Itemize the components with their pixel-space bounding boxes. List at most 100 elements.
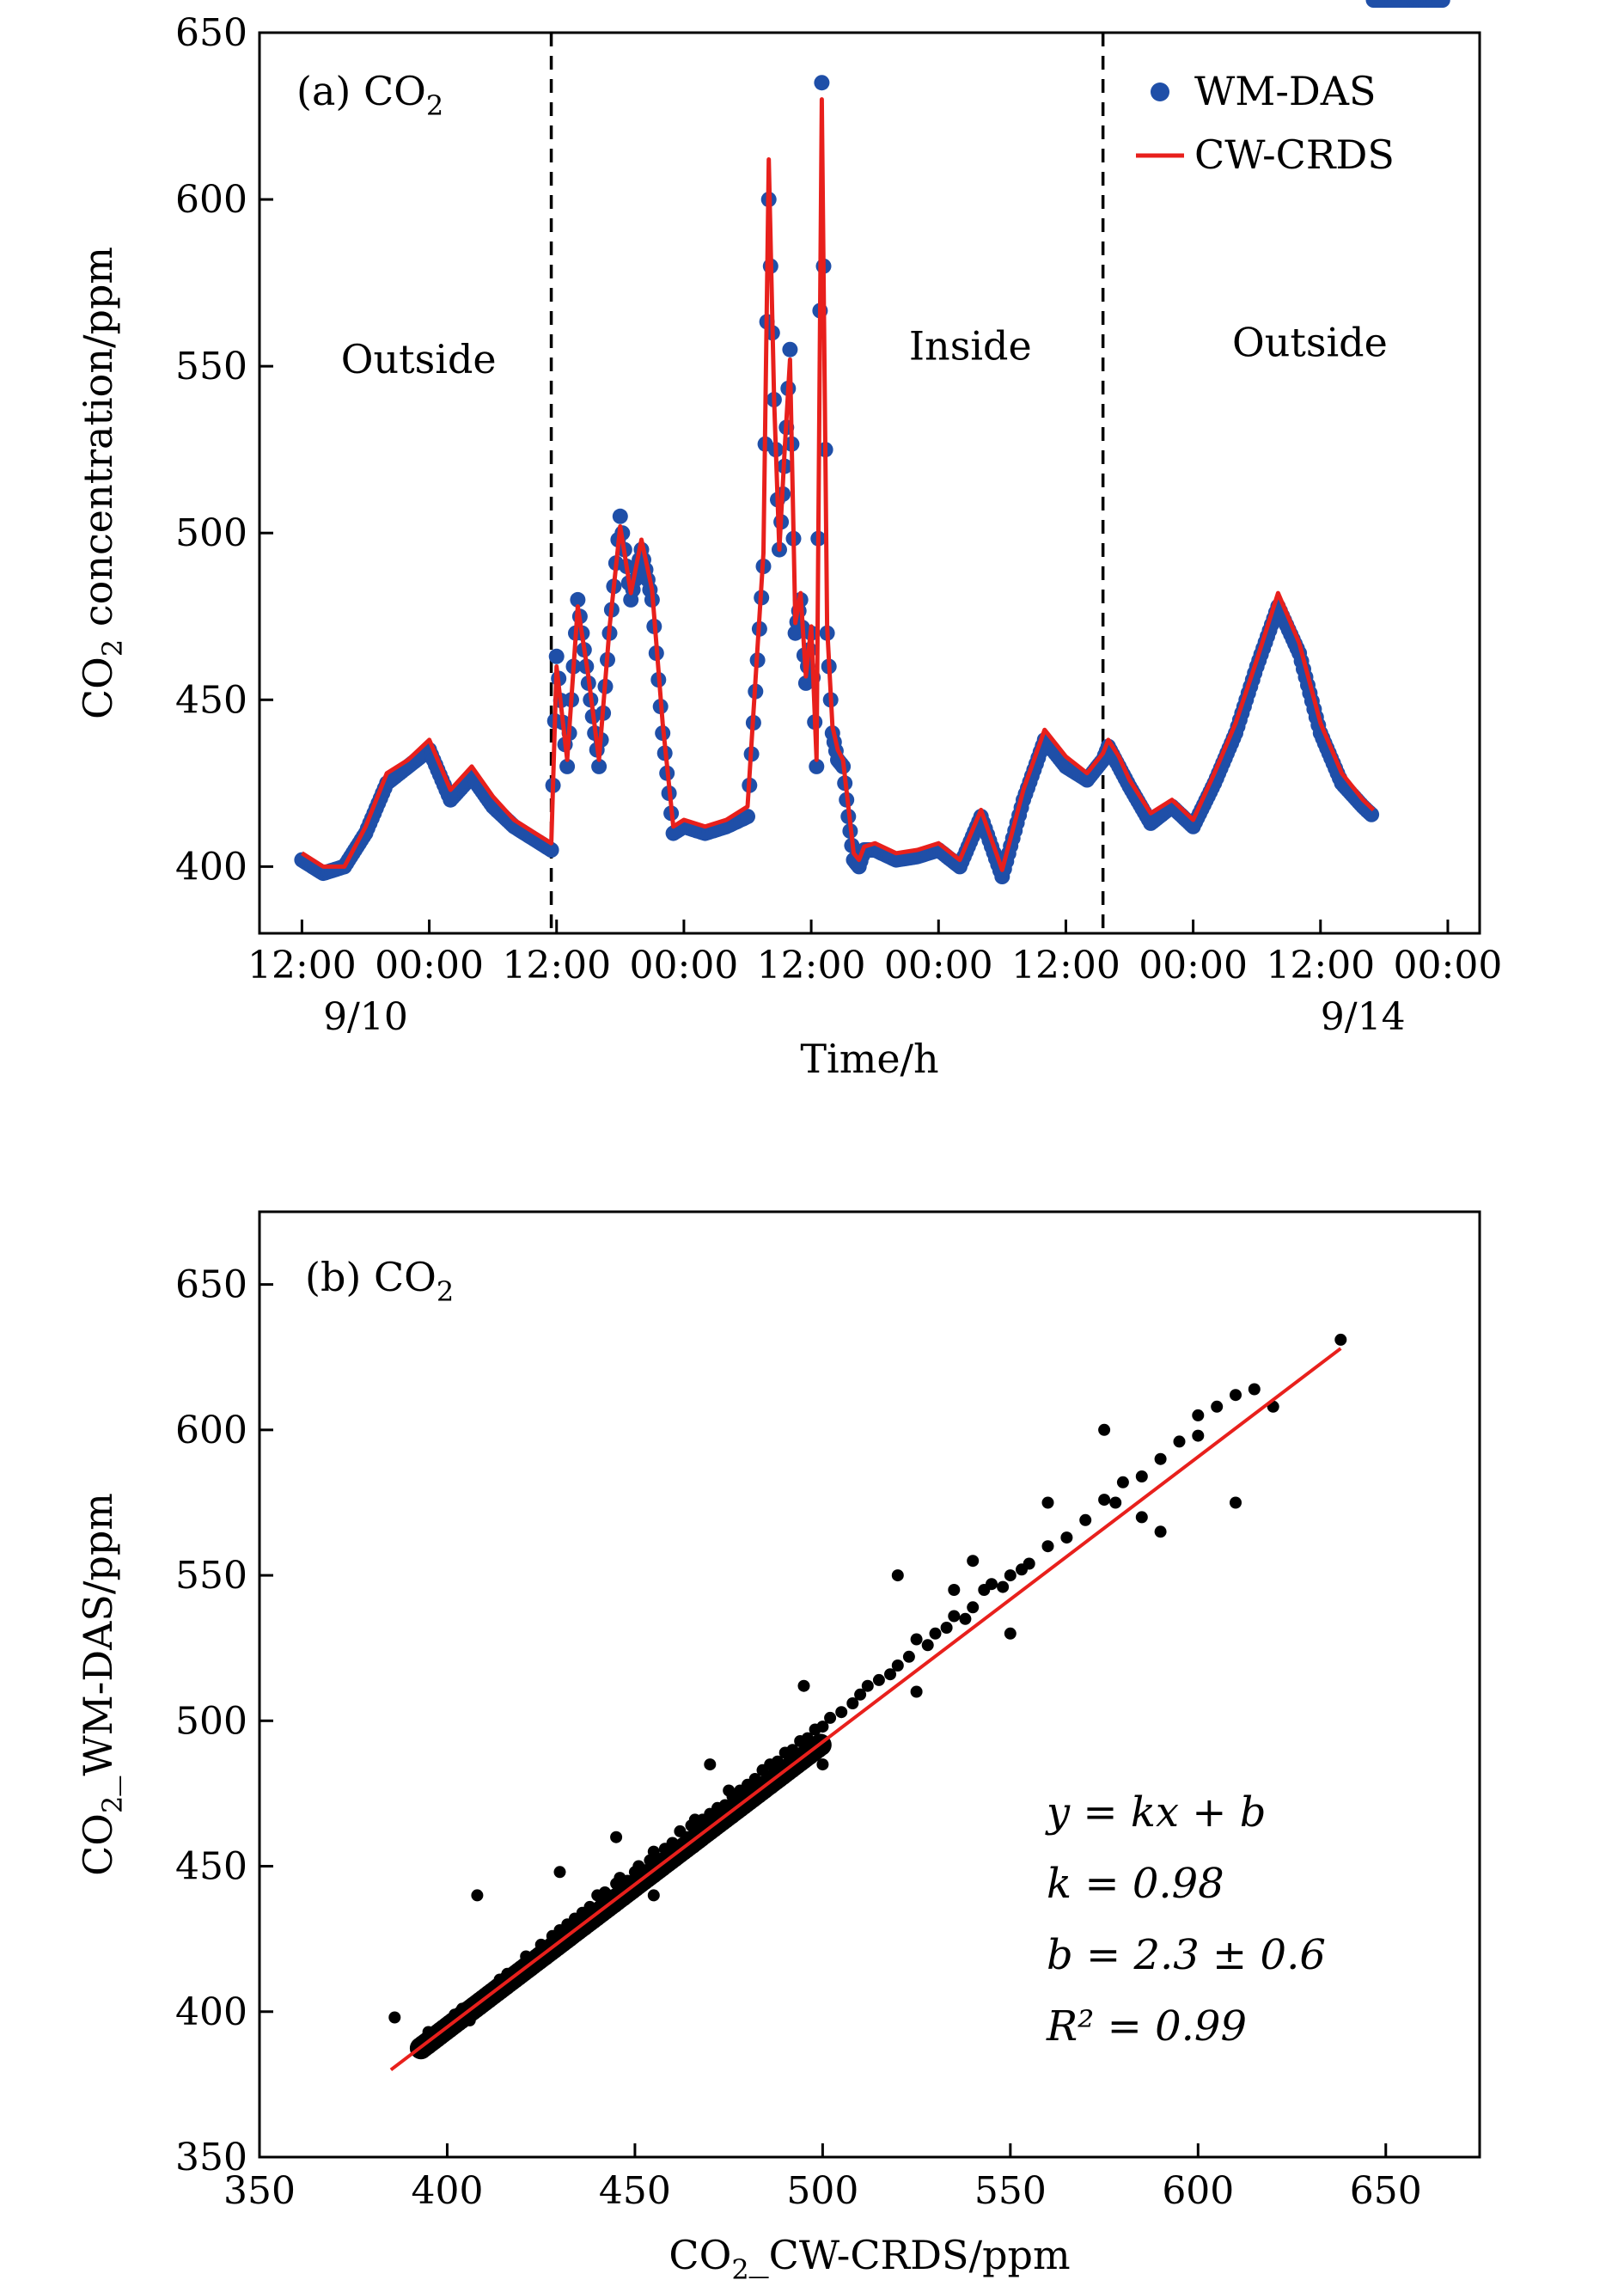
panel-a-plot-area xyxy=(294,0,1450,933)
y-tick-label: 550 xyxy=(175,345,247,388)
legend-label-wm-das: WM-DAS xyxy=(1194,68,1377,114)
scatter-point xyxy=(861,1679,874,1692)
panel-a-region-labels: Outside Inside Outside xyxy=(341,320,1388,382)
annotation-b: b = 2.3 ± 0.6 xyxy=(1047,1931,1326,1979)
scatter-point xyxy=(1023,1557,1035,1570)
scatter-point xyxy=(997,1580,1010,1593)
scatter-point xyxy=(816,1758,829,1771)
panel-a-legend: WM-DAS CW-CRDS xyxy=(1136,68,1395,178)
scatter-point xyxy=(388,2011,401,2024)
scatter-point xyxy=(1004,1627,1017,1640)
annotation-equation: y = kx + b xyxy=(1045,1788,1266,1837)
panel-b-x-axis: 350 400 450 500 550 600 650 xyxy=(223,2143,1422,2213)
scatter-point xyxy=(1004,1569,1017,1582)
cw-crds-series-line xyxy=(301,97,1376,872)
scatter-point xyxy=(1334,1333,1347,1346)
fit-line xyxy=(389,1347,1342,2072)
scatter-point xyxy=(1060,1531,1073,1544)
y-tick-label: 500 xyxy=(175,1699,247,1743)
y-tick-label: 650 xyxy=(175,11,247,55)
y-tick-label: 650 xyxy=(175,1263,247,1307)
wm-das-point xyxy=(591,758,607,774)
annotation-r2: R² = 0.99 xyxy=(1046,2002,1247,2051)
scatter-point xyxy=(1109,1496,1122,1509)
annotation-k: k = 0.98 xyxy=(1047,1860,1224,1908)
scatter-point xyxy=(1098,1423,1111,1436)
scatter-point xyxy=(1192,1429,1205,1442)
x-tick-label: 400 xyxy=(411,2169,483,2213)
scatter-point xyxy=(891,1569,904,1582)
x-tick-label: 12:00 xyxy=(757,944,866,987)
x-tick-label: 12:00 xyxy=(247,944,357,987)
scatter-point xyxy=(1230,1496,1242,1509)
wm-das-point xyxy=(1364,806,1380,822)
scatter-point xyxy=(891,1659,904,1672)
y-tick-label: 600 xyxy=(175,178,247,222)
panel-a-frame xyxy=(258,31,1481,935)
scatter-point xyxy=(647,1845,660,1858)
x-tick-label: 12:00 xyxy=(502,944,611,987)
scatter-point xyxy=(902,1650,915,1663)
scatter-point xyxy=(816,1721,829,1733)
wm-das-point xyxy=(740,809,755,825)
region-label: Outside xyxy=(341,336,497,382)
scatter-point xyxy=(1211,1400,1224,1413)
scatter-point xyxy=(986,1578,998,1591)
scatter-point xyxy=(910,1685,923,1698)
scatter-point xyxy=(1248,1383,1261,1396)
date-label: 9/14 xyxy=(1321,995,1406,1039)
wm-das-point xyxy=(559,758,576,774)
panel-b-label: (b) CO2 xyxy=(305,1254,454,1308)
x-tick-label: 450 xyxy=(599,2169,671,2213)
scatter-point xyxy=(872,1673,885,1686)
y-tick-label: 350 xyxy=(175,2136,247,2179)
wm-das-point xyxy=(814,75,830,91)
scatter-point xyxy=(471,1889,484,1902)
panel-b-y-axis: 350 400 450 500 550 600 650 xyxy=(175,1263,273,2179)
wm-das-point xyxy=(612,508,628,524)
fit-annotations: y = kx + b k = 0.98 b = 2.3 ± 0.6 R² = 0… xyxy=(1045,1788,1326,2051)
region-label: Outside xyxy=(1232,320,1388,366)
panel-b: 350 400 450 500 550 600 650 350 400 450 500 550 600… xyxy=(75,1210,1481,2286)
wm-das-point xyxy=(809,758,825,774)
scatter-point xyxy=(835,1706,848,1719)
x-tick-label: 00:00 xyxy=(375,944,484,987)
scatter-point xyxy=(1116,1476,1129,1488)
y-tick-label: 600 xyxy=(175,1409,247,1452)
scatter-point xyxy=(1079,1513,1092,1526)
scatter-point xyxy=(948,1584,961,1596)
panel-b-y-axis-title: CO2_WM-DAS/ppm xyxy=(75,1493,129,1876)
y-tick-label: 400 xyxy=(175,1990,247,2034)
scatter-point xyxy=(1098,1494,1111,1507)
x-tick-label: 00:00 xyxy=(630,944,739,987)
y-tick-label: 450 xyxy=(175,1845,247,1889)
panel-a-y-axis: 400 450 500 550 600 650 xyxy=(175,11,273,889)
wm-das-point xyxy=(1434,0,1450,8)
scatter-point xyxy=(854,1688,867,1701)
scatter-point xyxy=(647,1889,660,1902)
legend-label-cw-crds: CW-CRDS xyxy=(1194,131,1395,178)
scatter-point xyxy=(1154,1452,1167,1465)
panel-a-x-axis-title: Time/h xyxy=(800,1036,938,1082)
scatter-point xyxy=(1135,1470,1148,1482)
x-tick-label: 600 xyxy=(1162,2169,1234,2213)
panel-a-date-labels: 9/10 9/14 xyxy=(323,995,1406,1039)
panel-a-x-axis: 12:00 00:00 12:00 00:00 12:00 00:00 12:00 00:00… xyxy=(247,920,1502,987)
scatter-point xyxy=(948,1610,961,1623)
y-tick-label: 550 xyxy=(175,1554,247,1598)
y-tick-label: 450 xyxy=(175,678,247,722)
wm-das-point xyxy=(782,341,798,358)
panel-b-frame xyxy=(258,1210,1481,2159)
scatter-point xyxy=(797,1679,810,1692)
wm-das-point xyxy=(548,648,565,664)
x-tick-label: 00:00 xyxy=(1139,944,1248,987)
scatter-point xyxy=(1230,1389,1242,1402)
region-label: Inside xyxy=(909,322,1032,369)
scatter-point xyxy=(610,1831,623,1843)
scatter-point xyxy=(1041,1540,1054,1553)
x-tick-label: 350 xyxy=(223,2169,296,2213)
x-tick-label: 650 xyxy=(1350,2169,1422,2213)
scatter-point xyxy=(1041,1496,1054,1509)
